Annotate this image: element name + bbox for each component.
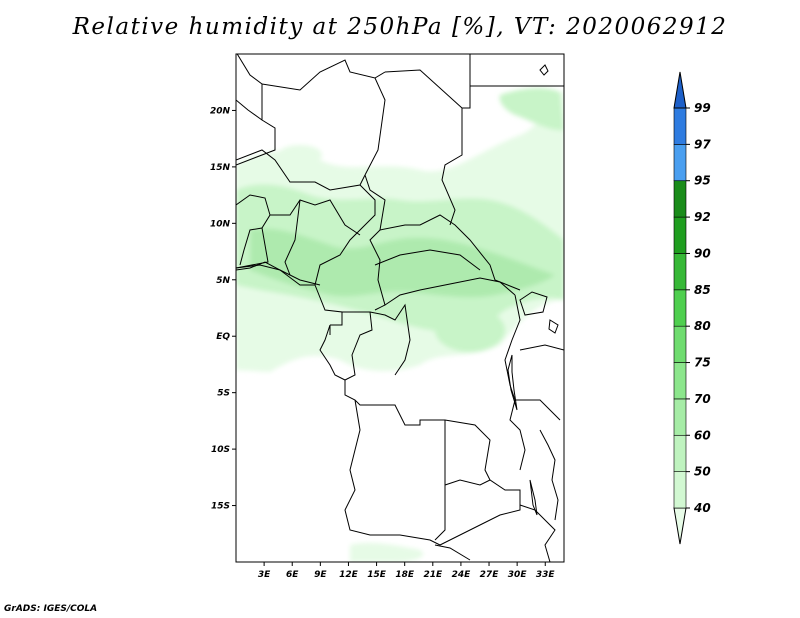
lat-tick-label: EQ [216, 332, 230, 342]
latitude-axis: 20N 15N 10N 5N EQ 5S 10S 15S [210, 106, 236, 512]
chart-title: Relative humidity at 250hPa [%], VT: 202… [72, 14, 728, 40]
colorbar-label: 70 [694, 392, 711, 406]
colorbar-label: 50 [694, 465, 711, 479]
lon-tick-label: 12E [339, 570, 359, 580]
lon-tick-label: 24E [452, 570, 472, 580]
lat-tick-label: 15N [210, 163, 231, 173]
lat-tick-label: 20N [210, 106, 231, 116]
colorbar-lower-arrow [673, 507, 687, 545]
colorbar-upper-arrow [673, 71, 687, 109]
colorbar-label: 97 [694, 137, 711, 151]
colorbar-label: 40 [693, 501, 711, 515]
colorbar-segment [673, 216, 687, 254]
lon-tick-label: 33E [536, 570, 556, 580]
lat-tick-label: 15S [211, 502, 230, 512]
colorbar-segment [673, 180, 687, 218]
lon-tick-label: 30E [508, 570, 528, 580]
lon-tick-label: 27E [480, 570, 500, 580]
lon-tick-label: 6E [286, 570, 299, 580]
lat-tick-label: 10S [211, 445, 230, 455]
colorbar-segment [673, 289, 687, 327]
humidity-patch-south [350, 542, 424, 562]
colorbar-label: 75 [694, 356, 711, 370]
colorbar-segment [673, 253, 687, 291]
colorbar-label: 92 [694, 210, 711, 224]
humidity-spot-north [278, 145, 322, 165]
colorbar: 40 50 60 70 75 80 85 90 92 95 97 99 [673, 71, 711, 545]
lon-tick-label: 21E [423, 570, 443, 580]
lon-tick-label: 3E [258, 570, 271, 580]
longitude-axis: 3E 6E 9E 12E 15E 18E 21E 24E 27E 30E 33E [258, 562, 556, 580]
colorbar-label: 60 [694, 428, 711, 442]
colorbar-segment [673, 362, 687, 400]
colorbar-label: 90 [694, 246, 711, 260]
colorbar-segment [673, 471, 687, 509]
humidity-field [236, 88, 564, 562]
lat-tick-label: 5S [217, 389, 230, 399]
colorbar-label: 99 [694, 101, 711, 115]
colorbar-segment [673, 398, 687, 436]
lat-tick-label: 5N [216, 276, 230, 286]
grads-credit: GrADS: IGES/COLA [4, 604, 98, 614]
country-borders [236, 54, 564, 562]
humidity-patch-northeast [499, 88, 564, 131]
humidity-spot-west [236, 314, 275, 346]
colorbar-segment [673, 434, 687, 472]
colorbar-segment [673, 107, 687, 145]
colorbar-segment [673, 325, 687, 363]
colorbar-label: 80 [694, 319, 711, 333]
lat-tick-label: 10N [210, 219, 231, 229]
humidity-band-dense [250, 228, 555, 298]
colorbar-label: 85 [694, 283, 711, 297]
colorbar-label: 95 [694, 174, 711, 188]
lon-tick-label: 18E [395, 570, 415, 580]
colorbar-segment [673, 144, 687, 182]
lon-tick-label: 15E [367, 570, 387, 580]
map-frame [235, 53, 565, 563]
lon-tick-label: 9E [314, 570, 327, 580]
humidity-spot-center [435, 308, 505, 352]
